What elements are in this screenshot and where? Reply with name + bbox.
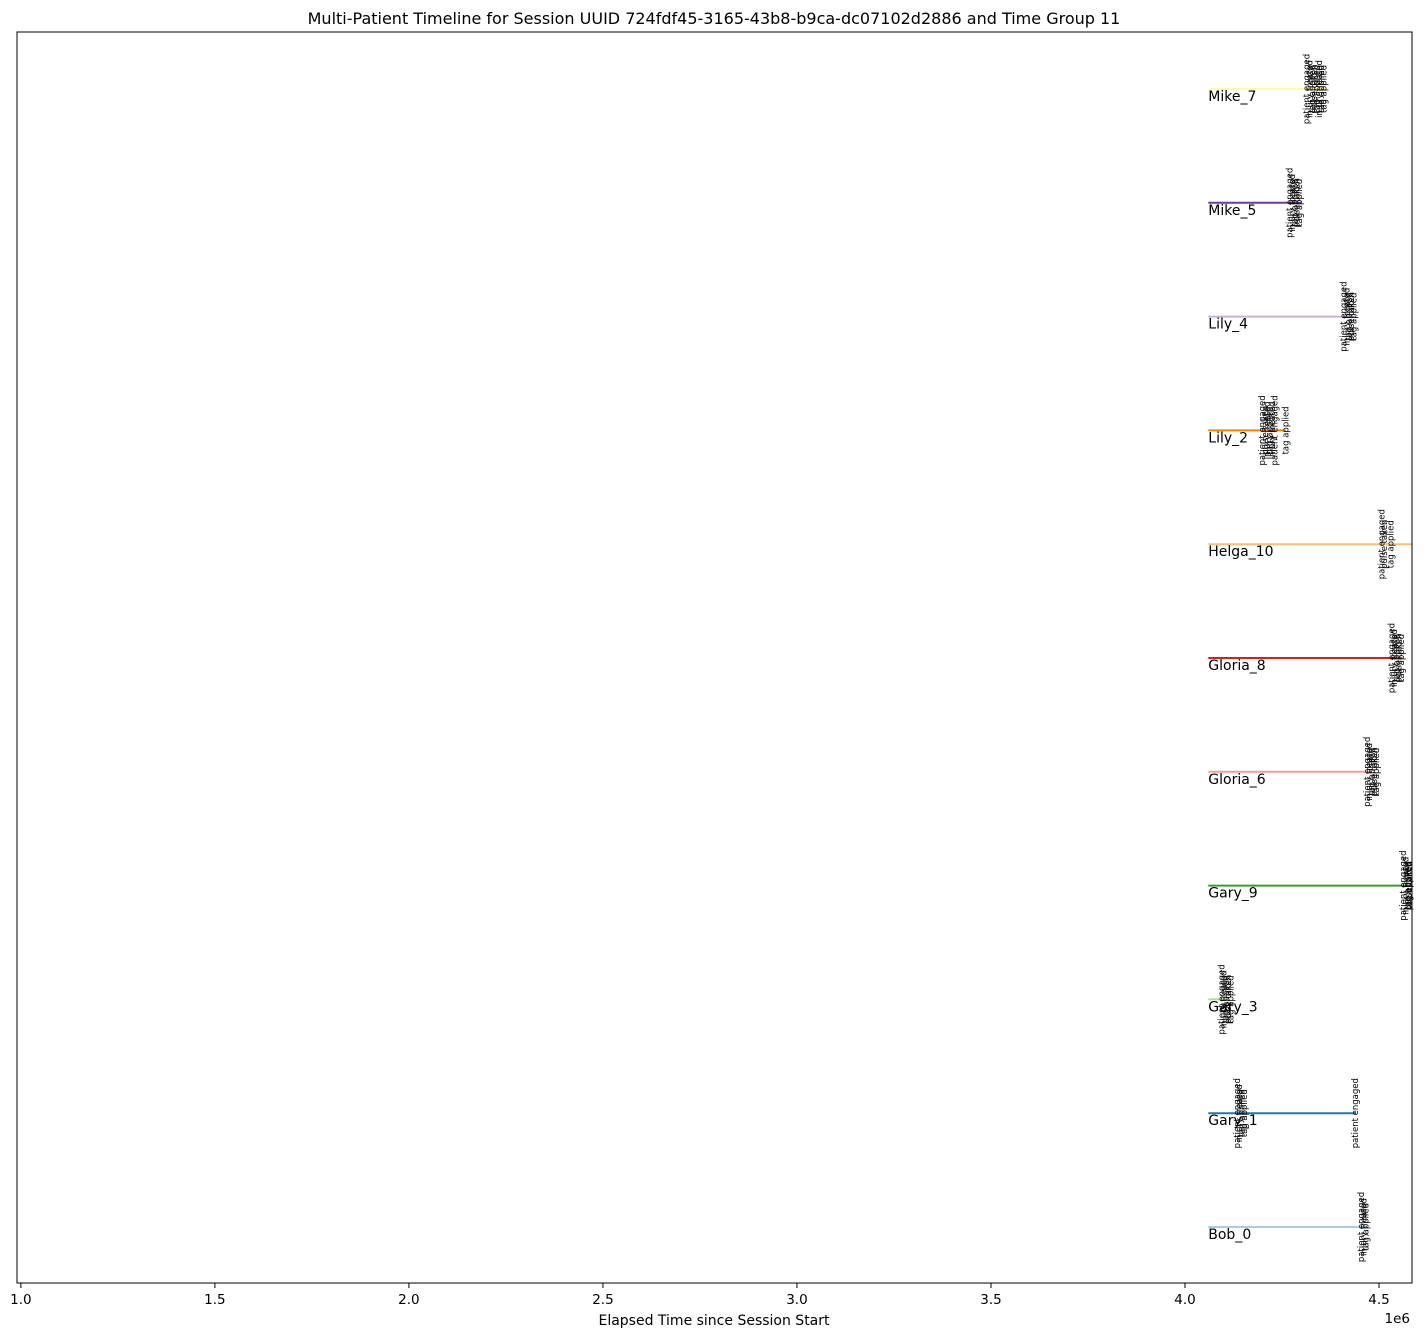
event-label: tag applied (1349, 293, 1359, 341)
event-label: pulse taken (1261, 406, 1271, 455)
event-label: tag applied (1372, 748, 1382, 796)
series-name-label: Lily_4 (1208, 317, 1248, 333)
x-tick-label: 4.0 (1174, 1292, 1195, 1308)
event-label: injury treated (1390, 629, 1400, 687)
x-tick-label: 2.5 (592, 1292, 613, 1308)
event-label: tag applied (1312, 65, 1322, 113)
event-label: injury treated (1359, 1198, 1369, 1256)
event-label: injury treated (1219, 971, 1229, 1029)
event-label: tag applied (1392, 634, 1402, 682)
event-label: tag applied (1319, 65, 1329, 113)
x-tick-label: 3.0 (786, 1292, 807, 1308)
event-label: tag applied (1404, 862, 1414, 910)
event-label: tag applied (1368, 748, 1378, 796)
event-label: patient engaged (1378, 509, 1388, 579)
series-name-label: Lily_2 (1208, 430, 1248, 446)
series-name-label: Gary_3 (1208, 999, 1257, 1015)
event-label: pulse taken (1224, 975, 1234, 1024)
event-label: pulse taken (1370, 747, 1380, 796)
event-label: pulse taken (1380, 520, 1390, 569)
event-label: patient engaged (1233, 1078, 1243, 1148)
event-label: tag applied (1281, 406, 1291, 454)
plot-frame (16, 31, 1413, 1284)
series-name-label: Gary_9 (1208, 886, 1257, 902)
event-label: injury treated (1401, 857, 1411, 915)
event-label: patient engaged (1303, 54, 1313, 124)
series-name-label: Gloria_8 (1208, 658, 1265, 674)
series-name-label: Bob_0 (1208, 1227, 1251, 1243)
event-label: tag applied (1308, 65, 1318, 113)
event-label: injury treated (1263, 402, 1273, 460)
event-label: injury treated (1305, 60, 1315, 118)
event-label: injury treated (1288, 174, 1298, 232)
event-label: injury treated (1365, 743, 1375, 801)
event-label: pulse taken (1310, 64, 1320, 113)
event-label: tag applied (1222, 975, 1232, 1023)
event-label: tag applied (1226, 975, 1236, 1023)
event-label: pulse taken (1293, 178, 1303, 227)
event-label: pulse taken (1395, 633, 1405, 682)
event-label: tag applied (1317, 65, 1327, 113)
event-label: patient engaged (1388, 623, 1398, 693)
series-name-label: Helga_10 (1208, 544, 1273, 560)
event-label: injury treated (1342, 288, 1352, 346)
event-label: patient engaged (1351, 1078, 1361, 1148)
event-label: patient engaged (1340, 281, 1350, 351)
event-label: tag applied (1397, 634, 1407, 682)
event-label: pulse taken (1405, 861, 1415, 910)
event-label: tag applied (1405, 862, 1415, 910)
event-label: patient engaged (1285, 168, 1295, 238)
x-axis-label: Elapsed Time since Session Start (598, 1313, 830, 1329)
x-tick-label: 1.5 (204, 1292, 225, 1308)
series-name-label: Mike_5 (1208, 203, 1256, 219)
event-label: tag applied (1387, 520, 1397, 568)
event-label: tag applied (1240, 1089, 1250, 1137)
event-label: tag applied (1290, 179, 1300, 227)
event-label: injury treated (1235, 1084, 1245, 1142)
event-label: tag applied (1362, 1203, 1372, 1251)
event-label: injury treated (1268, 402, 1278, 460)
event-label: injury treated (1315, 60, 1325, 118)
x-tick-label: 3.5 (980, 1292, 1001, 1308)
event-label: tag applied (1295, 179, 1305, 227)
event-label: patient engaged (1357, 1192, 1367, 1262)
event-label: patient engaged (1271, 395, 1281, 465)
event-label: tag applied (1265, 406, 1275, 454)
event-label: patient engaged (1217, 964, 1227, 1034)
series-name-label: Gary_1 (1208, 1113, 1257, 1129)
x-tick-label: 1.0 (10, 1292, 31, 1308)
event-label: tag applied (1238, 1089, 1248, 1137)
x-tick-label: 2.0 (398, 1292, 419, 1308)
series-name-label: Gloria_6 (1208, 772, 1266, 788)
x-tick-label: 4.5 (1368, 1292, 1389, 1308)
series-name-label: Mike_7 (1208, 89, 1256, 105)
chart-title: Multi-Patient Timeline for Session UUID … (308, 9, 1121, 28)
x-axis-ticks: 1.0 1.5 2.0 2.5 3.0 3.5 4.0 4.5 (10, 1283, 1390, 1308)
x-axis-offset-label: 1e6 (1385, 1311, 1410, 1327)
event-label: patient engaged (1399, 850, 1409, 920)
event-label: tag applied (1345, 293, 1355, 341)
event-label: patient engaged (1363, 737, 1373, 807)
event-label: pulse taken (1347, 292, 1357, 341)
event-label: patient engaged (1258, 395, 1268, 465)
